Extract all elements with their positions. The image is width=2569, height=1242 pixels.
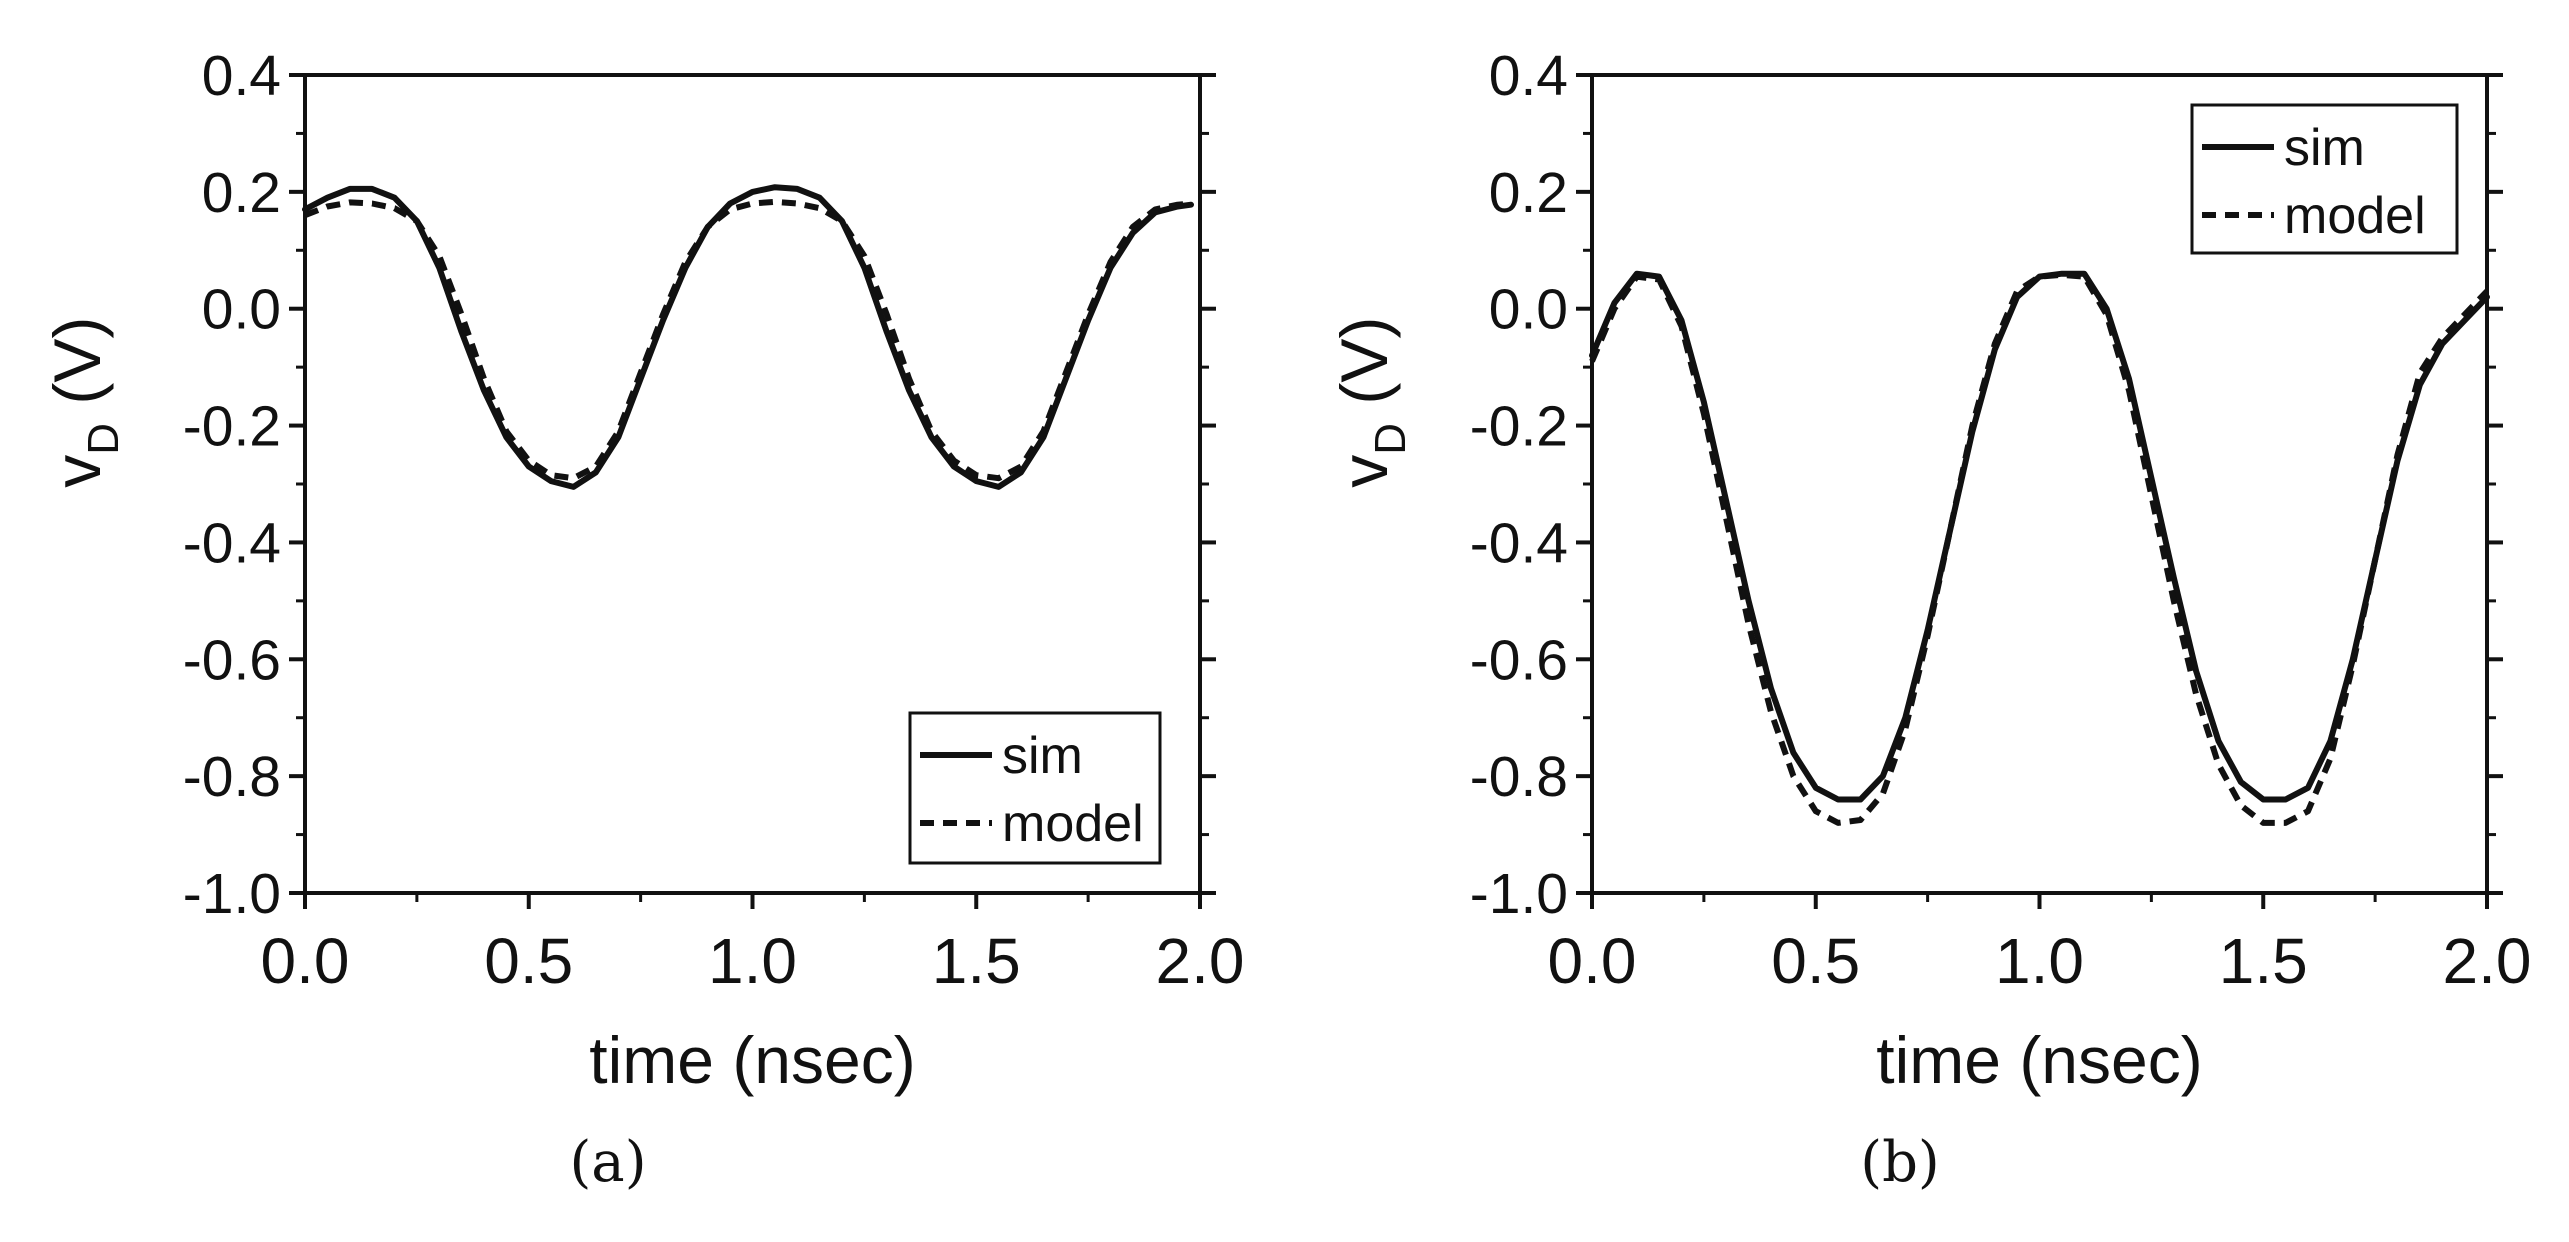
y-tick-label: 0.2 [202,161,281,225]
x-tick-label: 1.0 [1995,925,2084,997]
x-tick-label: 1.5 [2219,925,2308,997]
y-axis-label-subscript: D [79,423,128,455]
y-tick-label: -1.0 [183,862,281,926]
y-axis-label-subscript: D [1366,423,1415,455]
y-tick-label: 0.4 [1489,44,1568,108]
y-axis-label-unit: (V) [1327,317,1401,423]
chart-panel-a: 0.40.20.0-0.2-0.4-0.6-0.8-1.00.0 0.5 1.0 1.… [40,44,1244,1097]
y-axis-label-symbol: v [40,455,114,488]
series-line-sim [302,184,1194,490]
y-tick-label: -0.2 [1470,395,1568,459]
x-tick-label: 0.5 [484,925,573,997]
legend: sim model [2190,103,2459,255]
y-axis-label: vD (V) [1327,317,1415,488]
legend-box [2190,103,2459,255]
y-tick-label: 0.2 [1489,161,1568,225]
y-tick-label: -1.0 [1470,862,1568,926]
series-line-model [303,198,1192,482]
x-axis-label: time (nsec) [589,1023,915,1097]
x-tick-label: 0.0 [1548,925,1637,997]
x-tick-label: 0.0 [261,925,350,997]
chart-panel-b: 0.40.20.0-0.2-0.4-0.6-0.8-1.00.0 0.5 1.0 1.… [1327,44,2531,1097]
x-tick-label: 0.5 [1771,925,1860,997]
series-line-model [1589,271,2490,826]
y-tick-label: -0.2 [183,395,281,459]
y-tick-label: -0.6 [1470,628,1568,692]
legend-label-sim: sim [1002,727,1083,785]
legend: sim model [908,711,1162,865]
y-tick-label: -0.4 [1470,511,1568,575]
y-tick-label: 0.0 [202,278,281,342]
x-tick-label: 1.0 [708,925,797,997]
series-line-sim [1589,270,2490,803]
y-tick-label: 0.0 [1489,278,1568,342]
x-tick-label: 2.0 [2443,925,2532,997]
caption-b: (b) [1860,1130,1940,1195]
legend-label-model: model [1002,795,1144,853]
y-tick-label: -0.4 [183,511,281,575]
legend-label-model: model [2284,187,2426,245]
y-tick-label: -0.8 [1470,745,1568,809]
y-axis-label-symbol: v [1327,455,1401,488]
y-axis-label-unit: (V) [40,317,114,423]
y-tick-label: -0.6 [183,628,281,692]
caption-a: (a) [569,1130,647,1195]
y-axis-label: vD (V) [40,317,128,488]
legend-label-sim: sim [2284,119,2365,177]
legend-box [908,711,1162,865]
x-tick-label: 2.0 [1156,925,1245,997]
y-tick-label: -0.8 [183,745,281,809]
x-tick-label: 1.5 [932,925,1021,997]
y-tick-label: 0.4 [202,44,281,108]
x-axis-label: time (nsec) [1876,1023,2202,1097]
